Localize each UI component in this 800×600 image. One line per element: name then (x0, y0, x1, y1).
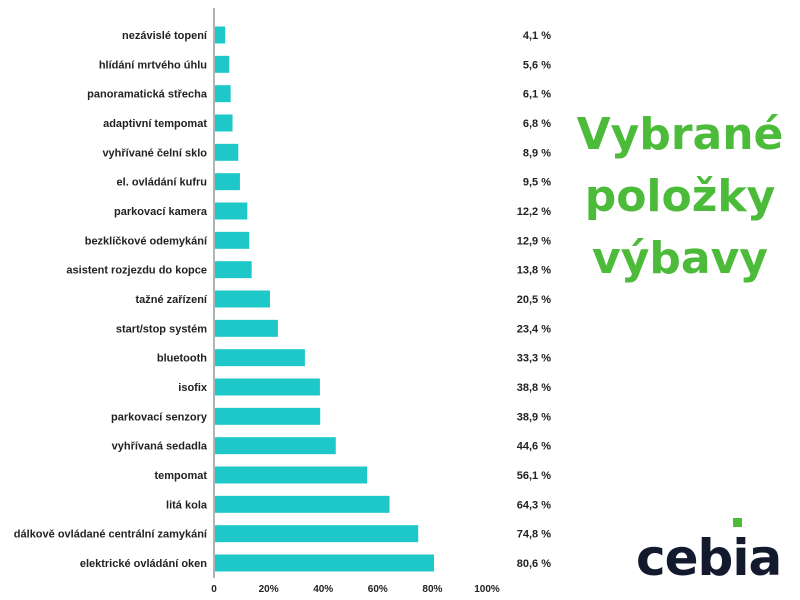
bar (215, 349, 305, 367)
category-label: parkovací senzory (111, 411, 208, 423)
data-label: 12,2 % (517, 206, 551, 218)
logo-accent-mark (733, 518, 742, 527)
category-label: panoramatická střecha (87, 89, 208, 101)
category-label: el. ovládání kufru (117, 177, 207, 189)
x-tick-label: 100% (474, 584, 500, 595)
x-tick-label: 80% (422, 584, 442, 595)
category-label: bluetooth (157, 353, 207, 365)
bar (215, 26, 226, 44)
data-label: 6,8 % (523, 118, 551, 130)
data-label: 13,8 % (517, 265, 551, 277)
data-label: 64,3 % (517, 499, 551, 511)
category-label: isofix (178, 382, 208, 394)
category-label: tažné zařízení (135, 294, 207, 306)
category-label: dálkově ovládané centrální zamykání (14, 529, 208, 541)
bar (215, 143, 239, 161)
bar (215, 55, 230, 73)
title-line-1: Vybrané (576, 109, 784, 160)
data-label: 38,9 % (517, 411, 551, 423)
category-label: parkovací kamera (114, 206, 208, 218)
x-tick-label: 40% (313, 584, 333, 595)
bar (215, 173, 240, 191)
bar (215, 466, 368, 484)
bar (215, 202, 248, 220)
x-tick-label: 20% (259, 584, 279, 595)
data-label: 38,8 % (517, 382, 551, 394)
bar (215, 525, 419, 543)
data-label: 8,9 % (523, 147, 551, 159)
data-label: 80,6 % (517, 558, 551, 570)
bar (215, 114, 233, 132)
category-label: bezklíčkové odemykání (85, 235, 208, 247)
category-label: start/stop systém (116, 323, 207, 335)
bar (215, 437, 336, 455)
category-label: asistent rozjezdu do kopce (66, 265, 207, 277)
category-label: adaptivní tempomat (103, 118, 207, 130)
chart-title: Vybrané položky výbavy (560, 104, 800, 290)
category-label: vyhřívané čelní sklo (102, 147, 207, 159)
bar (215, 554, 435, 572)
data-label: 23,4 % (517, 323, 551, 335)
data-label: 74,8 % (517, 529, 551, 541)
title-line-3: výbavy (592, 233, 768, 284)
bar (215, 290, 270, 308)
category-label: litá kola (166, 499, 208, 511)
category-label: nezávislé topení (122, 30, 208, 42)
x-tick-label: 60% (368, 584, 388, 595)
data-label: 33,3 % (517, 353, 551, 365)
x-tick-label: 0 (211, 584, 217, 595)
bar (215, 495, 390, 513)
cebia-logo: cebia (636, 529, 782, 587)
data-label: 56,1 % (517, 470, 551, 482)
bar (215, 261, 252, 279)
data-label: 4,1 % (523, 30, 551, 42)
bar (215, 85, 231, 103)
data-label: 9,5 % (523, 177, 551, 189)
bar (215, 378, 320, 396)
bar (215, 319, 278, 337)
data-label: 20,5 % (517, 294, 551, 306)
data-label: 6,1 % (523, 89, 551, 101)
category-label: vyhřívaná sedadla (112, 441, 208, 453)
bar (215, 407, 321, 425)
data-label: 5,6 % (523, 59, 551, 71)
category-label: tempomat (154, 470, 207, 482)
category-label: elektrické ovládání oken (80, 558, 207, 570)
title-line-2: položky (584, 171, 776, 222)
bar (215, 231, 250, 249)
category-label: hlídání mrtvého úhlu (99, 59, 207, 71)
data-label: 12,9 % (517, 235, 551, 247)
data-label: 44,6 % (517, 441, 551, 453)
